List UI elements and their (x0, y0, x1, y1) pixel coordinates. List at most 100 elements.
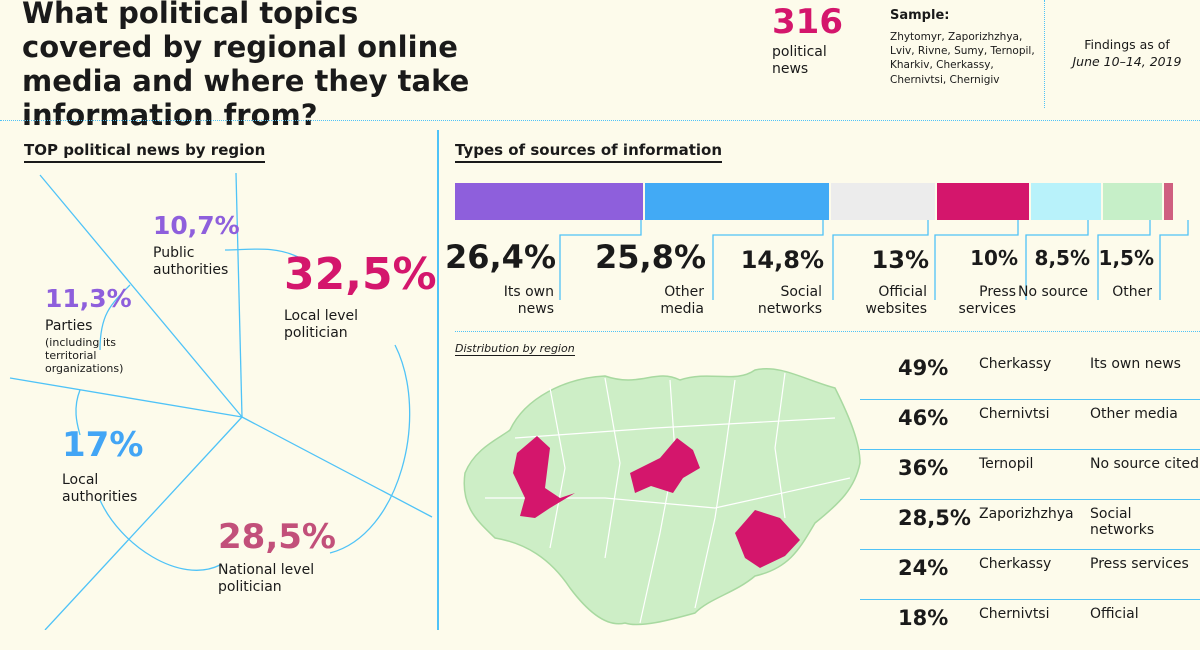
row-region: Zaporizhzhya (979, 506, 1074, 522)
table-row: 46% Chernivtsi Other media (860, 400, 1200, 450)
source-label-no-source: No source (1018, 284, 1088, 300)
map-country-shape (463, 368, 861, 626)
sample-list: Zhytomyr, Zaporizhzhya, Lviv, Rivne, Sum… (890, 31, 1035, 86)
row-value: 24% (898, 556, 949, 580)
row-region: Chernivtsi (979, 606, 1050, 622)
pie-label-local-politician: Local level politician (284, 308, 359, 341)
map-region-border (604, 377, 621, 559)
row-source-type: Other media (1090, 406, 1178, 422)
label-connector (329, 344, 411, 554)
map-region-border (549, 387, 566, 549)
table-row: 36% Ternopil No source cited (860, 450, 1200, 500)
pie-ray (9, 377, 243, 418)
source-label-other: Other (1112, 284, 1152, 300)
source-label-official-websites: Official websites (865, 284, 927, 317)
row-region: Cherkassy (979, 356, 1052, 372)
header-divider (1044, 0, 1045, 108)
bar-segment-official-websites (937, 183, 1029, 220)
bar-segment-no-source (1103, 183, 1163, 220)
row-region: Chernivtsi (979, 406, 1050, 422)
bar-segment-its-own-news (455, 183, 644, 220)
pie-lines (9, 172, 433, 630)
pie-note-parties: (including its territorial organizations… (45, 336, 124, 375)
source-value-other: 1,5% (1098, 246, 1154, 270)
pie-ray (235, 172, 243, 418)
source-label-social-networks: Social networks (757, 284, 822, 317)
bar-segment-other (1164, 183, 1173, 220)
map-region-cherkassy (630, 438, 700, 493)
map-region-border (639, 379, 676, 624)
source-value-official-websites: 13% (871, 246, 929, 274)
total-news-count: 316 (772, 2, 843, 42)
row-value: 46% (898, 406, 949, 430)
source-connector (1097, 220, 1151, 300)
findings-label: Findings as of (1084, 37, 1170, 52)
source-connector (832, 220, 929, 300)
map-region-border (694, 379, 736, 609)
page-title: What political topics covered by regiona… (22, 0, 470, 132)
table-row: 49% Cherkassy Its own news (860, 350, 1200, 400)
source-value-social-networks: 14,8% (740, 246, 824, 274)
table-row: 24% Cherkassy Press services (860, 550, 1200, 600)
source-connector (712, 220, 824, 300)
source-value-its-own-news: 26,4% (444, 238, 556, 276)
source-value-no-source: 8,5% (1034, 246, 1090, 270)
pie-value-local-authorities: 17% (62, 425, 144, 465)
column-divider (437, 130, 439, 630)
source-label-other-media: Other media (660, 284, 704, 317)
pie-ray (44, 416, 243, 630)
findings-note: Findings as of June 10–14, 2019 (1062, 36, 1192, 70)
row-source-type: No source cited (1090, 456, 1200, 472)
map-region-border (774, 372, 786, 519)
row-separator (860, 598, 1200, 600)
bar-segment-press-services (1031, 183, 1101, 220)
source-connector (1159, 220, 1189, 300)
row-value: 28,5% (898, 506, 971, 530)
row-value: 49% (898, 356, 949, 380)
map-region-ternopil-chernivtsi (513, 436, 575, 518)
pie-value-public-authorities: 10,7% (153, 211, 240, 240)
sources-separator (455, 331, 1200, 332)
source-connector (934, 220, 1019, 300)
map-region-zaporizhzhya (735, 510, 800, 568)
table-row: 18% Chernivtsi Official (860, 600, 1200, 650)
row-value: 18% (898, 606, 949, 630)
pie-label-public-authorities: Public authorities (153, 245, 229, 278)
row-separator (860, 398, 1200, 400)
map-caption: Distribution by region (455, 342, 575, 356)
row-separator (860, 498, 1200, 500)
source-label-connectors (559, 220, 1189, 300)
header-separator (0, 120, 1200, 121)
source-label-its-own-news: Its own news (503, 284, 554, 317)
findings-date: June 10–14, 2019 (1072, 54, 1182, 69)
source-connector (1025, 220, 1089, 300)
pie-ray (241, 416, 433, 518)
label-connector (224, 248, 301, 259)
right-section-title: Types of sources of information (455, 141, 723, 163)
row-source-type: Social networks (1090, 506, 1155, 538)
row-separator (860, 448, 1200, 450)
pie-label-national-politician: National level politician (218, 562, 315, 595)
label-connector (99, 284, 131, 351)
pie-label-parties: Parties (45, 318, 93, 334)
pie-label-local-authorities: Local authorities (62, 472, 138, 505)
source-value-other-media: 25,8% (594, 238, 706, 276)
row-separator (860, 548, 1200, 550)
pie-value-national-politician: 28,5% (218, 517, 336, 557)
row-region: Ternopil (979, 456, 1034, 472)
pie-ray (39, 174, 243, 418)
total-news-label: political news (772, 44, 827, 77)
row-value: 36% (898, 456, 949, 480)
source-label-press-services: Press services (958, 284, 1016, 317)
table-row: 28,5% Zaporizhzhya Social networks (860, 500, 1200, 550)
source-connector (559, 220, 642, 300)
map-region-border (514, 417, 836, 439)
left-section-title: TOP political news by region (24, 141, 266, 163)
row-source-type: Press services (1090, 556, 1189, 572)
bar-segment-social-networks (830, 183, 936, 220)
pie-value-parties: 11,3% (45, 284, 132, 313)
sample-heading: Sample: (890, 8, 950, 23)
bar-segment-other-media (645, 183, 829, 220)
row-region: Cherkassy (979, 556, 1052, 572)
pie-value-local-politician: 32,5% (284, 249, 437, 300)
